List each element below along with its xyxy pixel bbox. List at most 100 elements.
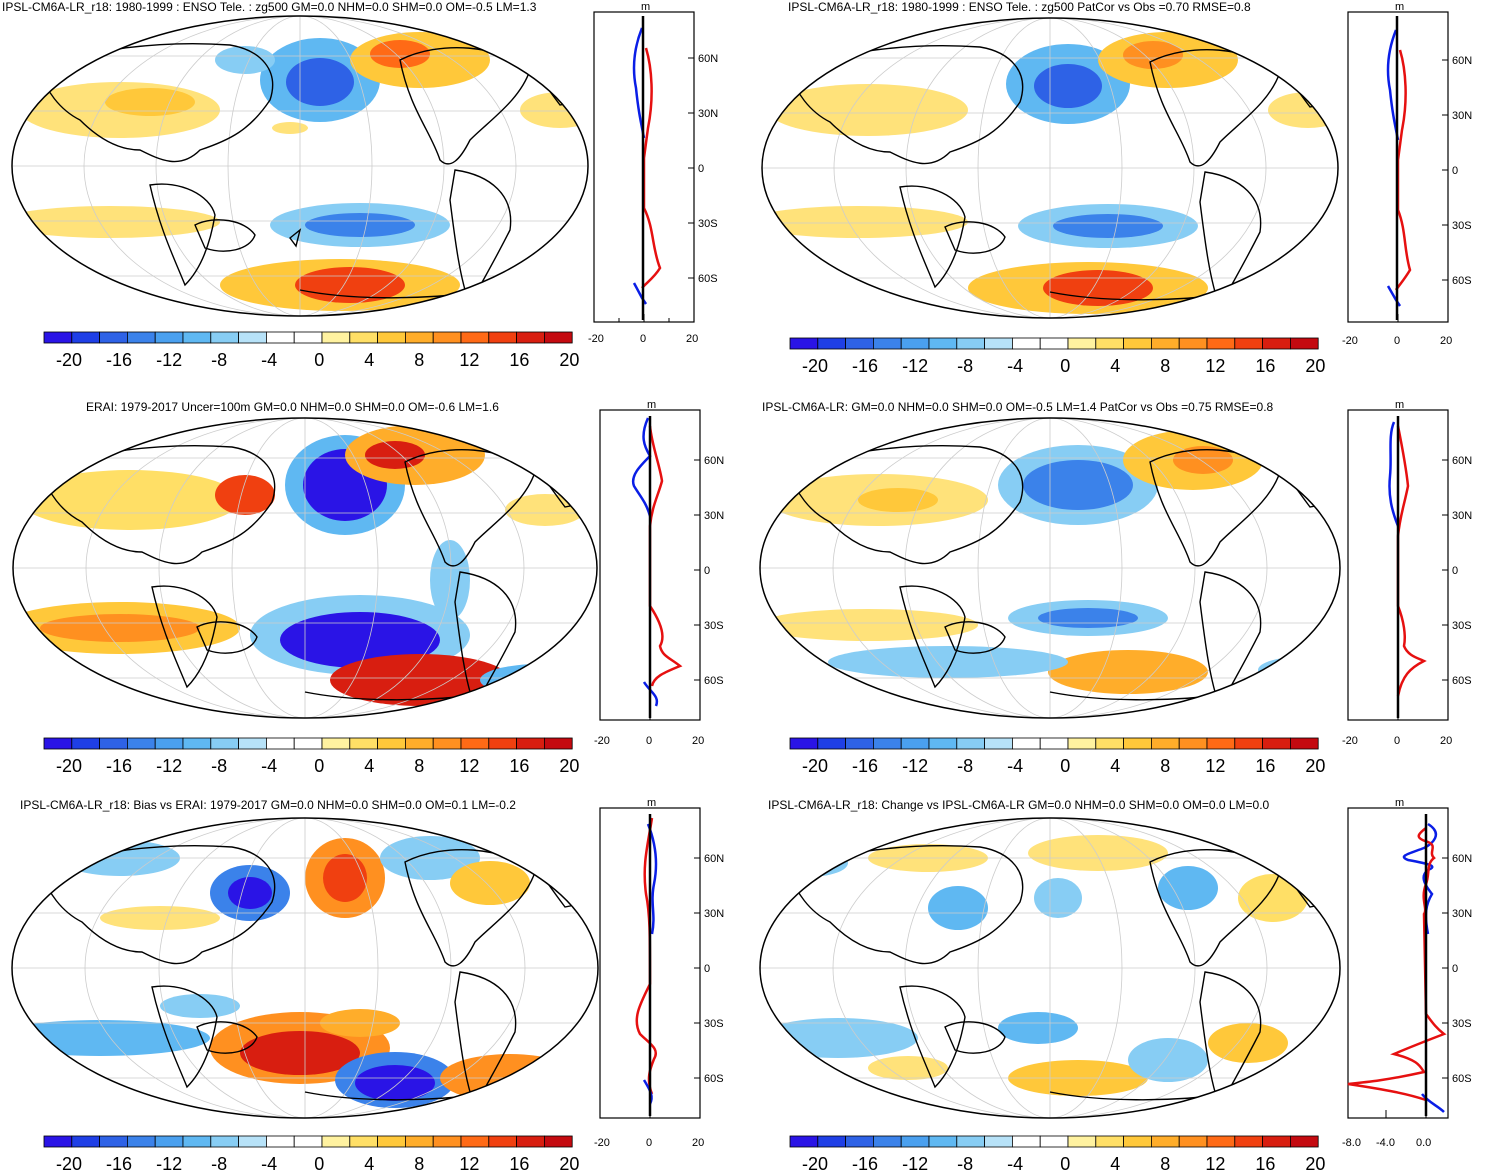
colorbar-cell [404, 331, 434, 344]
colorbar-cell [1262, 1135, 1291, 1148]
colorbar-tick-label: 8 [414, 756, 424, 776]
colorbar-cell [956, 1135, 986, 1148]
colorbar-4: -20 -16 -12 -8 -4 0 4 8 12 16 20 [789, 737, 1325, 776]
colorbar-tick-label: 0 [314, 1154, 324, 1170]
colorbar-cell [43, 737, 73, 750]
colorbar-tick-label: 0 [314, 756, 324, 776]
colorbar-cell [127, 737, 156, 750]
colorbar-cell [265, 331, 295, 344]
colorbar-cell [1206, 337, 1236, 350]
colorbar-cell [516, 1135, 545, 1148]
colorbar-tick-label: -12 [156, 756, 182, 776]
svg-text:30N: 30N [704, 510, 724, 522]
svg-text:m: m [641, 1, 650, 13]
svg-text:-8.0: -8.0 [1342, 1137, 1361, 1149]
colorbar-cell [956, 337, 986, 350]
colorbar-tick-label: 12 [1205, 756, 1225, 776]
colorbar-cell [432, 737, 462, 750]
colorbar-tick-label: 12 [459, 350, 479, 370]
colorbar-tick-label: 4 [1110, 1154, 1120, 1170]
profile-5: m 60N 30N 0 30S 60S -20 0 20 [594, 798, 724, 1149]
profile-3: m 60N 30N 0 30S 60S -20 0 20 [594, 400, 724, 747]
svg-text:30S: 30S [1452, 1018, 1472, 1030]
colorbar-cell [928, 337, 958, 350]
colorbar-cell [154, 1135, 184, 1148]
colorbar-cell [265, 1135, 295, 1148]
colorbar-cell [817, 737, 846, 750]
colorbar-cell [516, 737, 545, 750]
colorbar-cell [265, 737, 295, 750]
colorbar-cell [1039, 737, 1069, 750]
colorbar-tick-label: 16 [509, 350, 529, 370]
svg-text:0: 0 [646, 735, 652, 747]
colorbar-cell [1067, 737, 1097, 750]
colorbar-tick-label: -4 [261, 1154, 277, 1170]
colorbar-cell [543, 1135, 573, 1148]
colorbar-cell [1150, 1135, 1180, 1148]
colorbar-tick-label: 8 [414, 1154, 424, 1170]
panel-5-figure: m 60N 30N 0 30S 60S -20 0 20 -20 -16 -12 -8… [11, 798, 724, 1170]
svg-text:0: 0 [640, 333, 646, 345]
colorbar-cell [1067, 337, 1097, 350]
svg-text:0.0: 0.0 [1416, 1137, 1431, 1149]
colorbar-tick-label: 4 [364, 350, 374, 370]
svg-text:m: m [647, 798, 656, 809]
svg-text:20: 20 [692, 1137, 704, 1149]
colorbar-cell [488, 737, 517, 750]
panel-3-title: ERAI: 1979-2017 Uncer=100m GM=0.0 NHM=0.… [86, 400, 499, 414]
colorbar-cell [238, 331, 267, 344]
colorbar-cell [377, 737, 406, 750]
svg-text:0: 0 [704, 963, 710, 975]
colorbar-cell [404, 1135, 434, 1148]
colorbar-cell [984, 737, 1013, 750]
profile-6: m 60N 30N 0 30S 60S -8.0 -4.0 0.0 [1342, 798, 1472, 1149]
colorbar-tick-label: -8 [211, 350, 227, 370]
panel-4-figure: m 60N 30N 0 30S 60S -20 0 20 -20 -16 -12 -8… [759, 400, 1472, 776]
colorbar-cell [1095, 737, 1124, 750]
colorbar-cell [873, 737, 902, 750]
profile-4: m 60N 30N 0 30S 60S -20 0 20 [1342, 400, 1472, 747]
colorbar-1: -20 -16 -12 -8 -4 0 4 8 12 16 20 [43, 331, 579, 370]
colorbar-tick-label: 0 [314, 350, 324, 370]
svg-text:30N: 30N [698, 108, 718, 120]
colorbar-cell [873, 337, 902, 350]
colorbar-tick-label: 20 [559, 350, 579, 370]
colorbar-cell [43, 1135, 73, 1148]
panel-3: ERAI: 1979-2017 Uncer=100m GM=0.0 NHM=0.… [0, 400, 740, 785]
colorbar-cell [210, 331, 240, 344]
svg-text:0: 0 [1452, 963, 1458, 975]
profile-2: m 60N 30N 0 30S 60S -20 0 20 [1342, 1, 1472, 347]
colorbar-tick-label: -4 [261, 350, 277, 370]
colorbar-tick-label: 0 [1060, 356, 1070, 376]
colorbar-tick-label: -16 [852, 756, 878, 776]
svg-text:60S: 60S [704, 675, 724, 687]
svg-text:30S: 30S [704, 620, 724, 632]
colorbar-tick-label: 8 [1160, 356, 1170, 376]
colorbar-cell [873, 1135, 902, 1148]
colorbar-cell [1262, 337, 1291, 350]
colorbar-cell [321, 331, 351, 344]
colorbar-cell [1178, 337, 1208, 350]
colorbar-cell [182, 331, 212, 344]
svg-text:0: 0 [698, 163, 704, 175]
colorbar-cell [1067, 1135, 1097, 1148]
colorbar-cell [1234, 1135, 1263, 1148]
svg-text:30S: 30S [1452, 620, 1472, 632]
colorbar-cell [1178, 737, 1208, 750]
colorbar-cell [845, 737, 874, 750]
colorbar-tick-label: -4 [1007, 356, 1023, 376]
panel-2-title: IPSL-CM6A-LR_r18: 1980-1999 : ENSO Tele.… [788, 0, 1251, 14]
panel-4-title: IPSL-CM6A-LR: GM=0.0 NHM=0.0 SHM=0.0 OM=… [762, 400, 1274, 414]
svg-text:20: 20 [1440, 735, 1452, 747]
panel-3-figure: m 60N 30N 0 30S 60S -20 0 20 -20 -16 -12 -8… [12, 400, 724, 776]
panel-1-figure: m 60N 30N 0 30S 60S -20 0 20 -20 -16 -12 -8… [11, 1, 718, 370]
svg-text:-20: -20 [1342, 335, 1358, 347]
colorbar-cell [900, 737, 930, 750]
colorbar-tick-label: -8 [211, 1154, 227, 1170]
colorbar-tick-label: -4 [261, 756, 277, 776]
svg-text:30N: 30N [704, 908, 724, 920]
colorbar-cell [789, 1135, 819, 1148]
colorbar-tick-label: -12 [902, 756, 928, 776]
colorbar-tick-label: -20 [56, 1154, 82, 1170]
colorbar-tick-label: 16 [509, 1154, 529, 1170]
